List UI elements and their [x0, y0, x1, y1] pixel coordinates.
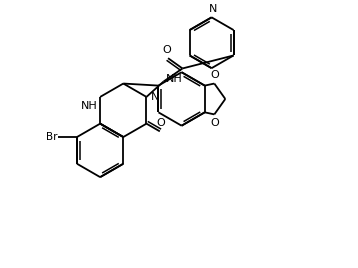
Text: O: O: [210, 70, 219, 80]
Text: O: O: [156, 118, 165, 128]
Text: O: O: [162, 46, 171, 55]
Text: N: N: [151, 92, 159, 102]
Text: NH: NH: [81, 101, 97, 111]
Text: NH: NH: [166, 75, 183, 84]
Text: Br: Br: [45, 132, 57, 142]
Text: O: O: [210, 118, 219, 128]
Text: N: N: [209, 4, 218, 14]
